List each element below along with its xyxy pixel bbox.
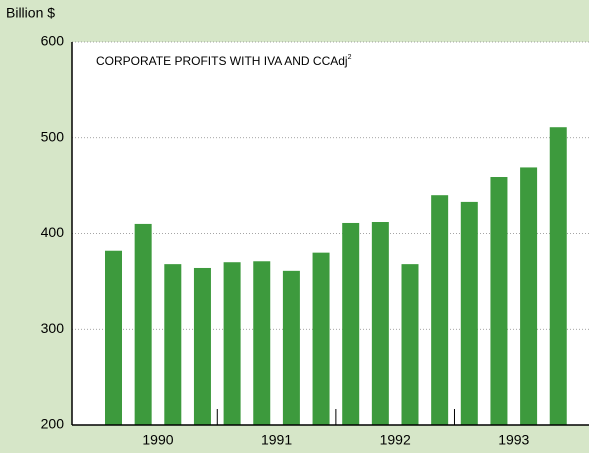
bar	[312, 252, 330, 425]
y-tick-label: 200	[41, 416, 65, 432]
bar	[549, 127, 567, 425]
bar	[134, 223, 152, 425]
bar	[490, 177, 508, 425]
bar	[193, 267, 211, 425]
y-tick-label: 500	[41, 128, 65, 144]
bar	[401, 264, 419, 425]
y-axis-label: Billion $	[6, 5, 55, 21]
bar	[460, 201, 478, 425]
x-group-label: 1990	[142, 432, 173, 448]
bar	[520, 167, 538, 425]
chart-title-text: CORPORATE PROFITS WITH IVA AND CCAdj	[96, 54, 348, 68]
bar	[431, 195, 449, 425]
bar	[342, 222, 360, 425]
y-tick-label: 600	[41, 33, 65, 49]
bar	[253, 261, 271, 425]
chart-title-superscript: 2	[348, 54, 352, 61]
x-group-label: 1992	[380, 432, 411, 448]
bar	[371, 222, 389, 425]
bar	[105, 250, 122, 425]
x-group-label: 1991	[261, 432, 292, 448]
chart-title: CORPORATE PROFITS WITH IVA AND CCAdj2	[96, 54, 352, 68]
y-tick-label: 300	[41, 320, 65, 336]
bar	[282, 270, 300, 425]
x-group-label: 1993	[498, 432, 529, 448]
bar	[223, 262, 241, 425]
y-tick-label: 400	[41, 224, 65, 240]
bar	[164, 264, 182, 425]
